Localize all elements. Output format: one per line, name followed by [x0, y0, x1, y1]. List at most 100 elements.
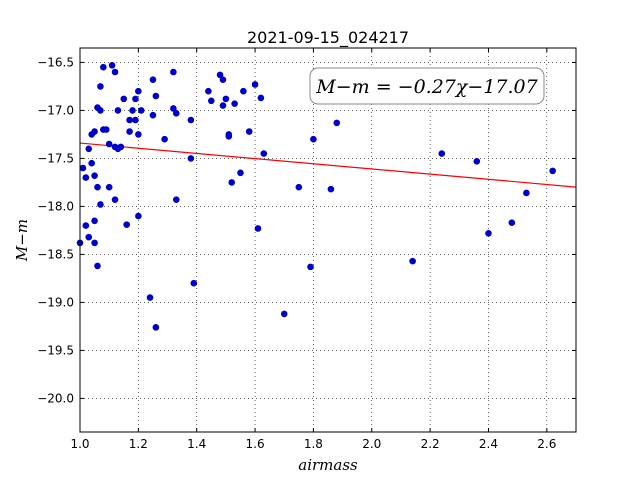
x-axis-label: airmass [298, 456, 358, 474]
data-point [102, 126, 110, 133]
data-point [129, 107, 136, 114]
data-point [149, 76, 157, 83]
data-point [216, 71, 224, 79]
data-point [257, 94, 265, 102]
data-point [310, 135, 317, 143]
data-point [251, 81, 259, 88]
data-point [172, 109, 180, 117]
data-point [82, 174, 90, 181]
data-point [222, 95, 230, 103]
data-point [187, 116, 195, 124]
data-point [105, 140, 113, 148]
data-points [76, 61, 556, 331]
data-point [85, 145, 93, 153]
y-tick-label: −20.0 [37, 391, 74, 405]
data-point [91, 239, 98, 247]
fit-line [79, 142, 577, 188]
y-tick-label: −19.5 [37, 343, 74, 357]
data-point [237, 169, 244, 177]
data-point [100, 63, 107, 71]
x-tick-label: 1.6 [246, 437, 265, 451]
y-tick-label: −17.5 [37, 151, 74, 165]
data-point [438, 150, 446, 157]
x-tick-label: 2.2 [421, 437, 440, 451]
data-point [97, 201, 104, 208]
y-tick-label: −16.5 [37, 55, 74, 69]
data-point [111, 196, 119, 203]
data-point [240, 87, 247, 95]
data-point [295, 183, 303, 191]
data-point [523, 189, 530, 197]
y-tick-label: −18.0 [37, 199, 74, 213]
data-point [152, 324, 160, 331]
x-tick-label: 2.4 [479, 437, 498, 451]
data-point [97, 107, 104, 114]
fit-equation-text: M−m = −0.27χ−17.07 [315, 76, 538, 98]
data-point [152, 92, 160, 100]
data-point [307, 263, 314, 271]
x-tick-label: 1.2 [129, 437, 148, 451]
data-point [79, 164, 87, 172]
data-point [132, 116, 139, 124]
data-point [123, 221, 130, 228]
data-point [135, 212, 142, 220]
chart-title: 2021-09-15_024217 [247, 28, 409, 48]
data-point [94, 183, 101, 191]
data-point [126, 116, 133, 124]
plot-frame [79, 47, 577, 433]
data-point [219, 76, 227, 83]
data-point [91, 172, 98, 179]
data-point [117, 143, 125, 151]
data-point [190, 279, 198, 287]
data-point [228, 179, 236, 186]
x-tick-label: 2.0 [362, 437, 381, 451]
data-point [245, 128, 253, 135]
data-point [225, 133, 233, 140]
data-point [485, 229, 492, 237]
data-point [409, 257, 416, 265]
data-point [149, 111, 157, 119]
data-point [508, 219, 516, 227]
data-point [135, 131, 142, 138]
data-point [146, 294, 154, 301]
data-point [114, 107, 122, 114]
x-tick-label: 1.4 [187, 437, 206, 451]
data-point [137, 107, 145, 114]
data-point [91, 128, 98, 135]
data-point [94, 262, 101, 270]
grid [79, 48, 576, 432]
data-point [473, 157, 481, 165]
y-tick-label: −18.5 [37, 247, 74, 261]
data-point [219, 102, 227, 109]
data-point [126, 128, 133, 135]
ticks: 1.0 1.2 1.4 1.6 1.8 2.0 2.2 2.4 2.6 −16.5 −17.0 −17… [37, 48, 576, 451]
data-point [161, 135, 168, 143]
data-point [111, 68, 119, 76]
data-point [135, 87, 142, 95]
data-point [205, 87, 212, 95]
data-point [231, 100, 238, 107]
data-point [327, 185, 335, 193]
y-axis-label: M−m [13, 219, 31, 262]
data-point [170, 68, 177, 76]
data-point [280, 310, 288, 318]
fit-line-layer [79, 142, 577, 188]
data-point [88, 159, 95, 167]
x-tick-label: 2.6 [537, 437, 556, 451]
data-point [108, 61, 116, 69]
data-point [254, 225, 262, 232]
data-point [260, 150, 268, 157]
y-tick-label: −19.0 [37, 295, 74, 309]
fit-equation-box: M−m = −0.27χ−17.07 [309, 67, 545, 105]
data-point [549, 167, 556, 175]
data-point [333, 119, 341, 127]
data-point [132, 95, 139, 103]
data-point [120, 95, 128, 103]
y-tick-label: −17.0 [37, 103, 74, 117]
data-point [97, 83, 104, 90]
data-point [172, 196, 180, 203]
data-point [85, 233, 93, 241]
x-tick-label: 1.0 [70, 437, 89, 451]
data-point [82, 222, 90, 229]
